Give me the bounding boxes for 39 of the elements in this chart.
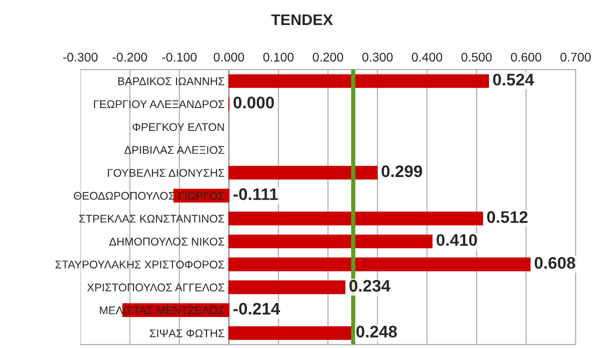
data-label: 0.299 — [382, 165, 422, 178]
x-tick-label: 0.100 — [263, 52, 294, 62]
y-tick-label: ΔΡΙΒΙΛΑΣ ΑΛΕΞΙΟΣ — [124, 146, 224, 154]
y-tick-label: ΓΟΥΒΕΛΗΣ ΔΙΟΝΥΣΗΣ — [108, 168, 224, 177]
data-label: -0.214 — [234, 302, 280, 315]
bar — [228, 280, 346, 294]
x-tick-label: 0.700 — [560, 52, 591, 62]
data-label: 0.000 — [234, 96, 274, 108]
x-tick-label: 0.500 — [461, 52, 492, 62]
y-tick-label: ΦΡΕΓΚΟΥ ΕΛΤΟΝ — [132, 123, 224, 132]
data-label: 0.608 — [534, 257, 576, 269]
data-label: -0.111 — [234, 188, 278, 200]
y-tick-label: ΣΤΡΕΚΛΑΣ ΚΩΝΣΤΑΝΤΙΝΟΣ — [79, 214, 224, 223]
x-tick-label: 0.200 — [312, 52, 344, 62]
x-tick-label: 0.400 — [412, 52, 442, 62]
bar — [228, 257, 531, 272]
data-label: 0.234 — [349, 280, 390, 292]
x-tick-label: 0.600 — [510, 52, 542, 62]
x-tick-label: -0.100 — [162, 52, 197, 62]
y-tick-label: ΓΕΩΡΓΙΟΥ ΑΛΕΞΑΝΔΡΟΣ — [94, 100, 224, 108]
bar — [228, 234, 433, 248]
chart-title: TENDEX — [271, 14, 333, 25]
bar — [228, 326, 352, 340]
bar — [228, 74, 489, 88]
x-tick-label: -0.200 — [112, 52, 148, 62]
bar — [228, 166, 378, 180]
y-tick-label: ΔΗΜΟΠΟΥΛΟΣ ΝΙΚΟΣ — [109, 238, 224, 246]
y-tick-label: ΒΑΡΔΙΚΟΣ ΙΩΑΝΝΗΣ — [118, 77, 224, 86]
data-label: 0.248 — [356, 326, 397, 338]
data-label: 0.410 — [436, 234, 477, 246]
x-tick-label: -0.300 — [63, 52, 98, 62]
bar — [228, 212, 484, 226]
y-tick-label: ΧΡΙΣΤΟΠΟΥΛΟΣ ΑΓΓΕΛΟΣ — [87, 284, 224, 292]
x-tick-label: 0.000 — [214, 52, 244, 62]
y-tick-label: ΣΙΨΑΣ ΦΩΤΗΣ — [150, 329, 224, 338]
data-label: 0.512 — [487, 211, 528, 223]
x-tick-label: 0.300 — [362, 52, 393, 62]
data-label: 0.524 — [493, 74, 534, 86]
y-tick-label: ΣΤΑΥΡΟΥΛΑΚΗΣ ΧΡΙΣΤΟΦΟΡΟΣ — [56, 260, 224, 268]
